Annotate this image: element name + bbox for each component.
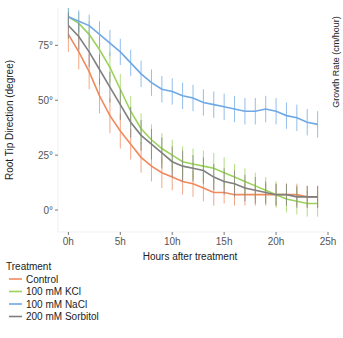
x-tick-label: 5h <box>115 236 126 247</box>
x-tick <box>328 232 329 235</box>
series <box>68 8 317 217</box>
x-tick-label: 15h <box>216 236 233 247</box>
x-tick <box>172 232 173 235</box>
x-tick <box>224 232 225 235</box>
legend-title: Treatment <box>6 261 51 272</box>
x-tick <box>120 232 121 235</box>
error-bar <box>265 177 266 203</box>
legend-swatch <box>9 278 22 280</box>
x-tick <box>68 232 69 235</box>
series <box>68 17 317 208</box>
y-tick-label: 0° <box>43 205 53 216</box>
y-tick-label: 75° <box>38 40 53 51</box>
y-tick <box>55 45 58 46</box>
x-tick-label: 0h <box>63 236 74 247</box>
chart: 0° 25° 50° 75° 0h 5h 10h 15h 20h 25h Root Tip Dire… <box>0 0 343 338</box>
series-line <box>68 17 317 204</box>
x-tick-label: 20h <box>268 236 285 247</box>
x-tick <box>276 232 277 235</box>
legend-label: 100 mM NaCl <box>26 299 87 310</box>
legend-label: 100 mM KCl <box>26 286 81 297</box>
y-axis-label: Root Tip Direction (degree) <box>4 60 15 180</box>
y-tick-label: 25° <box>38 150 53 161</box>
plot-area <box>68 8 317 217</box>
series <box>68 8 317 138</box>
legend: Treatment Control100 mM KCl 100 mM NaCl200… <box>6 261 99 322</box>
annotation: Growth Rate (cm/hour) <box>331 16 341 108</box>
y-tick-label: 50° <box>38 95 53 106</box>
series-line <box>68 26 317 197</box>
legend-swatch <box>9 316 22 318</box>
x-axis-label: Hours after treatment <box>143 251 238 262</box>
legend-swatch <box>9 291 22 293</box>
x-tick-label: 10h <box>164 236 181 247</box>
legend-swatch <box>9 303 22 305</box>
y-tick <box>55 155 58 156</box>
y-axis-line <box>58 8 59 232</box>
legend-label: Control <box>26 274 58 285</box>
y-tick <box>55 210 58 211</box>
series <box>68 12 317 207</box>
series-line <box>68 17 317 125</box>
x-axis-line <box>58 232 328 233</box>
x-tick-label: 25h <box>320 236 337 247</box>
y-tick <box>55 100 58 101</box>
legend-label: 200 mM Sorbitol <box>26 311 99 322</box>
